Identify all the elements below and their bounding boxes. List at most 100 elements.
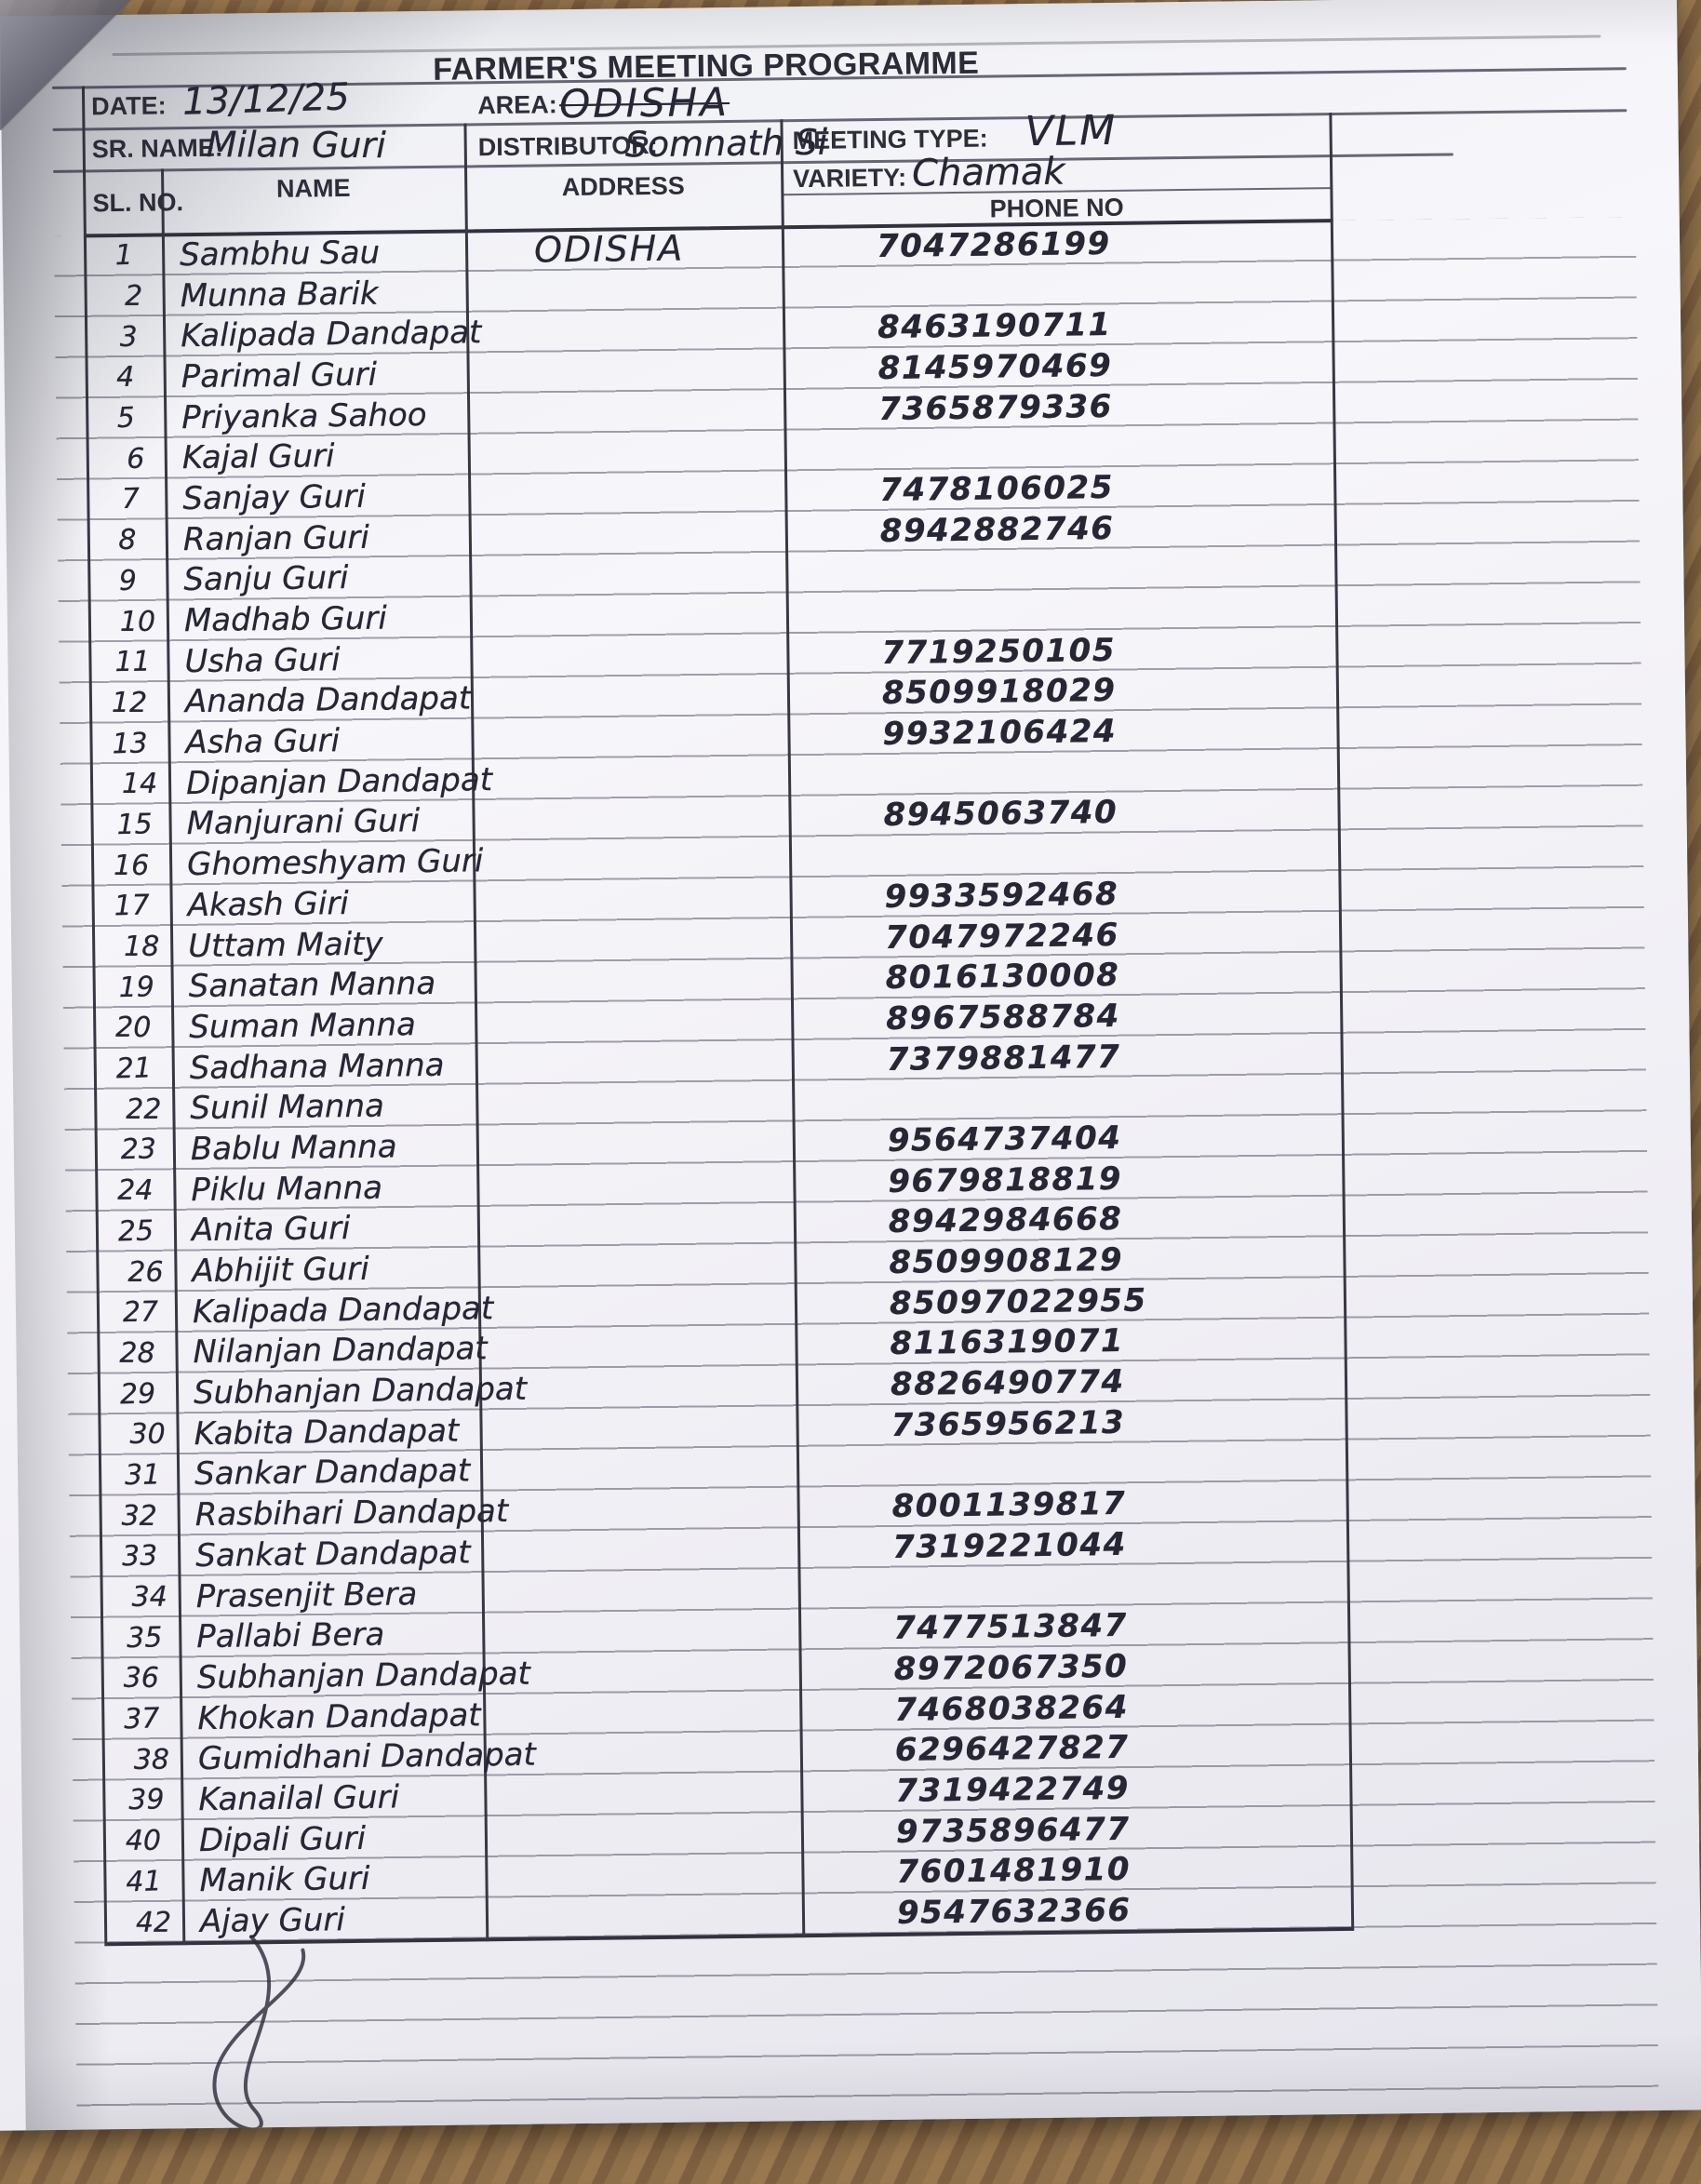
name-cell: Sanjay Guri [182,477,367,518]
sr-name-value: Milan Guri [206,124,386,167]
phone-cell: 7319221044 [891,1525,1127,1566]
name-cell: Abhijit Guri [192,1250,369,1291]
name-cell: Kanailal Guri [198,1778,400,1819]
address-cell: ODISHA [533,227,685,271]
sl-cell: 18 [124,930,160,963]
paper-sheet: FARMER'S MEETING PROGRAMME DATE: 13/12/2… [0,0,1701,2131]
name-cell: Bablu Manna [190,1128,397,1169]
phone-cell: 7047972246 [884,916,1119,957]
area-value: ODISHA [558,78,730,127]
sl-cell: 34 [131,1580,167,1614]
sl-cell: 15 [116,808,154,842]
sl-cell: 27 [122,1295,159,1330]
sl-cell: 22 [126,1092,162,1126]
phone-cell: 9932106424 [882,713,1118,754]
phone-cell: 7478106025 [879,468,1115,509]
phone-cell: 7719250105 [881,631,1117,672]
table-rows: 1 Sambhu Sau ODISHA 7047286199 2 Munna B… [85,221,1352,1943]
name-cell: Sambhu Sau [179,234,381,275]
sl-cell: 35 [126,1621,163,1655]
name-column-header: NAME [275,173,351,203]
phone-cell: 8116319071 [890,1322,1125,1363]
phone-cell: 8463190711 [877,306,1112,347]
sr-name-label: SR. NAME: [91,133,223,164]
sl-cell: 1 [114,239,134,273]
name-cell: Sadhana Manna [189,1046,445,1087]
name-cell: Kalipada Dandapat [192,1289,494,1331]
sl-cell: 20 [115,1012,152,1045]
phone-cell: 9933592468 [884,875,1119,916]
name-cell: Sanatan Manna [188,965,436,1006]
phone-cell: 7365956213 [891,1403,1126,1444]
name-cell: Ananda Dandapat [184,679,472,721]
phone-cell: 8016130008 [885,957,1120,998]
phone-cell: 7379881477 [886,1038,1121,1079]
phone-cell: 8826490774 [890,1362,1125,1404]
name-cell: Sunil Manna [190,1087,385,1128]
sl-cell: 28 [119,1336,155,1370]
name-cell: Sanju Guri [183,559,349,599]
name-cell: Kajal Guri [181,437,335,477]
name-cell: Kabita Dandapat [194,1412,460,1453]
phone-cell: 9564737404 [887,1119,1122,1159]
phone-cell: 7047286199 [876,224,1111,265]
name-cell: Nilanjan Dandapat [193,1330,488,1372]
sl-cell: 17 [114,889,151,923]
name-cell: Madhab Guri [183,599,388,640]
variety-value: Chamak [911,150,1065,195]
phone-cell: 8942984668 [888,1200,1123,1241]
sl-cell: 37 [123,1702,160,1736]
sl-cell: 14 [121,768,158,801]
phone-cell: 8972067350 [893,1647,1129,1688]
name-cell: Piklu Manna [191,1169,383,1209]
name-cell: Sankar Dandapat [194,1452,471,1494]
name-cell: Akash Giri [187,884,349,924]
name-cell: Munna Barik [180,275,379,315]
sl-cell: 23 [120,1132,157,1167]
variety-label: VARIETY: [793,163,907,194]
sl-cell: 12 [111,686,148,719]
name-cell: Parimal Guri [181,355,378,396]
name-cell: Prasenjit Bera [195,1574,418,1615]
area-label: AREA: [477,90,557,120]
sl-cell: 25 [117,1214,154,1249]
name-cell: Kalipada Dandapat [180,314,482,355]
name-cell: Pallabi Bera [196,1615,385,1656]
paper-fold-corner [0,0,158,130]
sl-cell: 31 [124,1458,161,1493]
sl-cell: 7 [121,483,141,516]
phone-cell: 7601481910 [896,1851,1132,1892]
sl-cell: 9 [118,564,138,598]
sl-cell: 21 [115,1052,153,1086]
sl-cell: 16 [114,849,150,882]
phone-cell: 8001139817 [891,1485,1127,1526]
distributor-value: Somnath Si [624,121,828,166]
phone-cell: 8145970469 [877,346,1113,387]
date-value: 13/12/25 [181,75,351,124]
pen-flourish-icon [212,1935,306,2131]
phone-cell: 7319422749 [895,1769,1131,1810]
sl-cell: 3 [119,320,139,354]
sl-cell: 29 [119,1376,156,1411]
name-cell: Usha Guri [184,640,341,680]
name-cell: Asha Guri [185,722,341,762]
name-cell: Dipali Guri [198,1819,367,1859]
name-cell: Manik Guri [199,1860,370,1900]
phone-cell: 8942882746 [879,509,1115,550]
sl-cell: 41 [125,1865,163,1899]
phone-cell: 9547632366 [896,1891,1132,1932]
sl-cell: 11 [114,645,151,679]
sl-cell: 8 [118,524,137,557]
sl-cell: 38 [133,1743,170,1776]
form-sheet: FARMER'S MEETING PROGRAMME DATE: 13/12/2… [0,0,1701,2131]
phone-cell: 6296427827 [894,1729,1130,1770]
phone-cell: 7477513847 [892,1607,1129,1648]
name-cell: Dipanjan Dandapat [185,760,493,802]
sl-cell: 10 [119,605,156,638]
sl-cell: 13 [111,726,149,761]
name-cell: Khokan Dandapat [197,1695,481,1737]
phone-cell: 7365879336 [877,387,1114,428]
name-cell: Manjurani Guri [186,802,421,843]
sl-cell: 6 [127,442,145,476]
name-cell: Suman Manna [189,1006,417,1047]
